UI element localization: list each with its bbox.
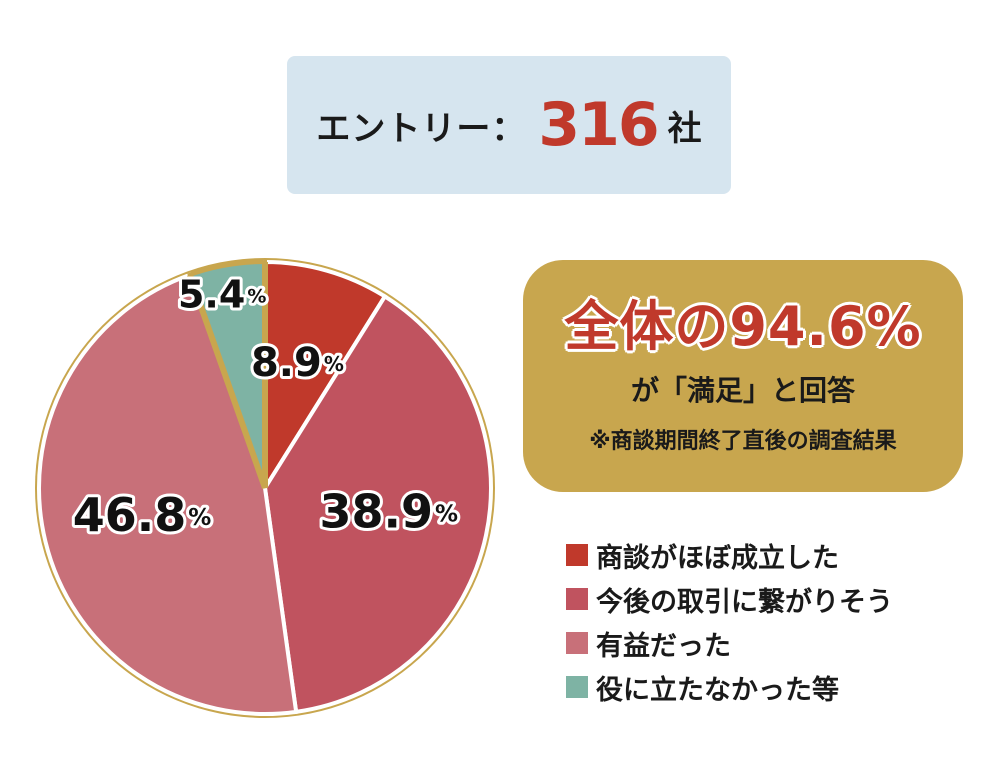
slice-data-label: 8.9% xyxy=(251,340,344,386)
legend-swatch xyxy=(566,588,588,610)
summary-headline: 全体の94.6% xyxy=(564,295,922,358)
slice-data-label: 5.4% xyxy=(178,272,266,316)
legend-label: 役に立たなかった等 xyxy=(596,674,839,706)
chart-legend: 商談がほぼ成立した 今後の取引に繋がりそう 有益だった 役に立たなかった等 xyxy=(566,533,893,709)
entry-count-box: エントリー： 316 社 xyxy=(287,56,731,194)
entry-count: 316 xyxy=(538,90,659,160)
entry-label: エントリー： xyxy=(316,108,527,149)
legend-swatch xyxy=(566,676,588,698)
entry-unit: 社 xyxy=(667,108,702,149)
legend-item: 今後の取引に繋がりそう xyxy=(566,577,893,621)
legend-label: 商談がほぼ成立した xyxy=(596,542,839,574)
legend-swatch xyxy=(566,632,588,654)
pie-divider xyxy=(186,273,268,489)
legend-swatch xyxy=(566,544,588,566)
pie-slice xyxy=(263,259,388,495)
legend-item: 商談がほぼ成立した xyxy=(566,533,893,577)
pie-slice xyxy=(37,272,299,716)
slice-data-label: 38.9% xyxy=(319,484,458,538)
legend-label: 今後の取引に繋がりそう xyxy=(596,586,893,618)
legend-label: 有益だった xyxy=(596,630,731,662)
summary-subtext: が「満足」と回答 xyxy=(630,374,855,407)
summary-note: ※商談期間終了直後の調査結果 xyxy=(589,429,897,454)
pie-chart: 8.9 % 38.9% 46.8% 5.4% xyxy=(35,258,495,718)
legend-item: 役に立たなかった等 xyxy=(566,665,893,709)
legend-item: 有益だった xyxy=(566,621,893,665)
slice-data-label: 46.8% xyxy=(73,487,212,541)
pie-slice xyxy=(262,293,493,715)
summary-box: 全体の94.6% が「満足」と回答 ※商談期間終了直後の調査結果 xyxy=(523,260,963,492)
